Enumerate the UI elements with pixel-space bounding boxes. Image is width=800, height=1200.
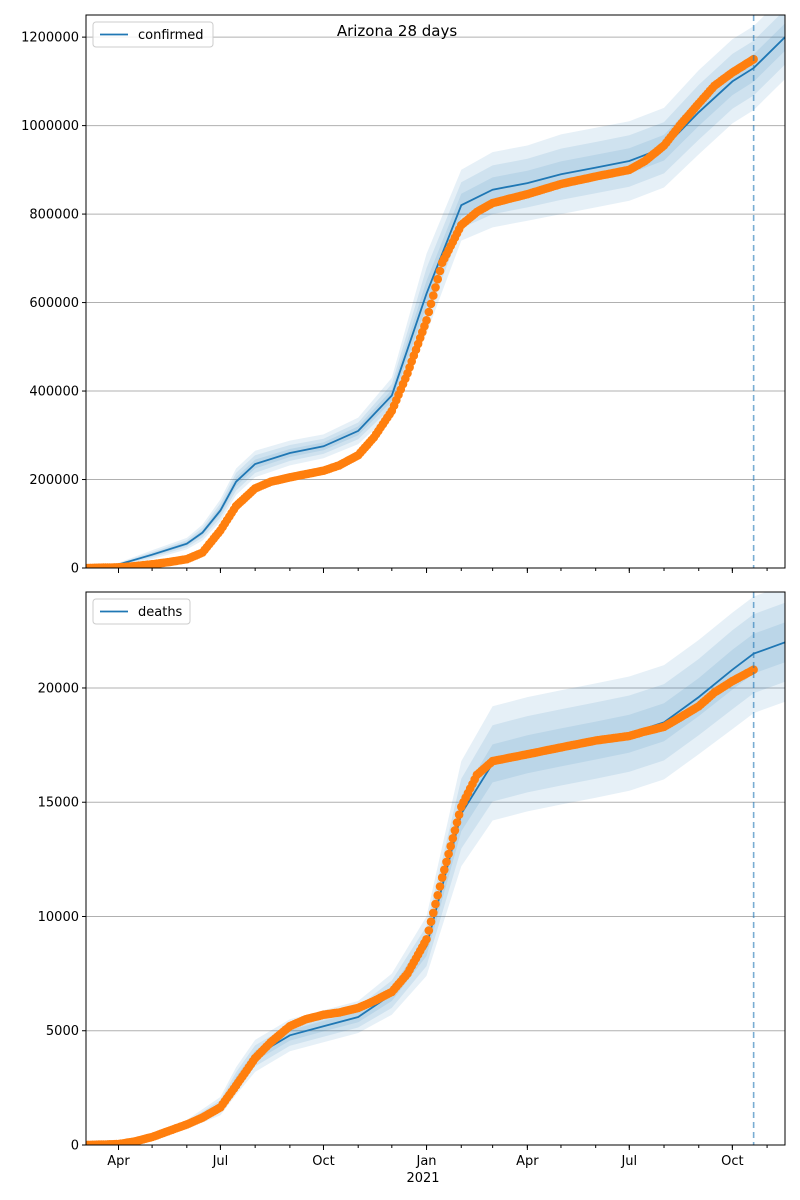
observed-point — [431, 283, 440, 292]
figure-title: Arizona 28 days — [337, 22, 458, 40]
uncertainty-band — [86, 622, 785, 1145]
deaths-panel: 0 5000 10000 15000 20000 Apr Jul Oct Jan Apr Jul Oc… — [38, 591, 786, 1169]
legend-box — [92, 21, 214, 48]
x-tick-label: Jul — [212, 1154, 229, 1169]
observed-point — [426, 917, 436, 926]
y-tick-label: 1000000 — [21, 119, 79, 134]
observed-point — [429, 908, 438, 918]
y-tick-label: 800000 — [29, 208, 79, 223]
observed-point — [454, 810, 464, 819]
x-tick-label: Jul — [620, 1154, 637, 1169]
y-tick-label: 0 — [71, 1139, 79, 1154]
legend-label: confirmed — [138, 28, 204, 43]
observed-point — [435, 882, 445, 891]
x-tick-label: Jan — [416, 1154, 437, 1169]
observed-point — [422, 935, 431, 944]
y-tick-label: 1200000 — [21, 31, 79, 46]
y-tick-label: 0 — [71, 562, 79, 577]
observed-point — [433, 891, 443, 900]
observed-point — [450, 826, 460, 835]
y-tick-label: 400000 — [29, 385, 79, 400]
y-tick-label: 15000 — [38, 796, 79, 811]
observed-point — [424, 926, 434, 935]
x-tick-label: Apr — [107, 1154, 130, 1169]
observed-point — [426, 299, 436, 309]
axes-frame — [85, 591, 786, 1146]
y-tick-label: 200000 — [29, 473, 79, 488]
x-axis-year-label: 2021 — [406, 1171, 439, 1186]
plot-area — [86, 15, 785, 568]
observed-point — [424, 307, 434, 317]
legend-box — [92, 598, 191, 625]
observed-point — [749, 665, 758, 674]
observed-point — [422, 316, 431, 325]
y-tick-label: 600000 — [29, 296, 79, 311]
observed-point — [429, 291, 438, 300]
observed-point — [448, 834, 458, 843]
y-tick-label: 5000 — [46, 1024, 79, 1039]
observed-point — [440, 865, 449, 875]
observed-point — [444, 849, 453, 859]
x-tick-label: Apr — [516, 1154, 539, 1169]
uncertainty-band — [86, 23, 785, 568]
observed-point — [442, 857, 451, 867]
observed-point — [435, 266, 445, 276]
y-tick-label: 10000 — [38, 910, 79, 925]
x-tick-label: Oct — [312, 1154, 334, 1169]
x-tick-label: Oct — [721, 1154, 743, 1169]
y-tick-label: 20000 — [38, 681, 79, 696]
observed-point — [446, 841, 456, 851]
observed-point — [437, 873, 447, 882]
plot-area — [86, 592, 785, 1145]
observed-point — [433, 274, 443, 284]
observed-point — [431, 899, 440, 909]
confirmed-panel: 0 200000 400000 600000 800000 1000000 1200000 c… — [21, 14, 786, 577]
axes-frame — [85, 14, 786, 569]
observed-point — [452, 818, 462, 827]
legend-label: deaths — [138, 605, 183, 620]
uncertainty-band — [86, 592, 785, 1145]
